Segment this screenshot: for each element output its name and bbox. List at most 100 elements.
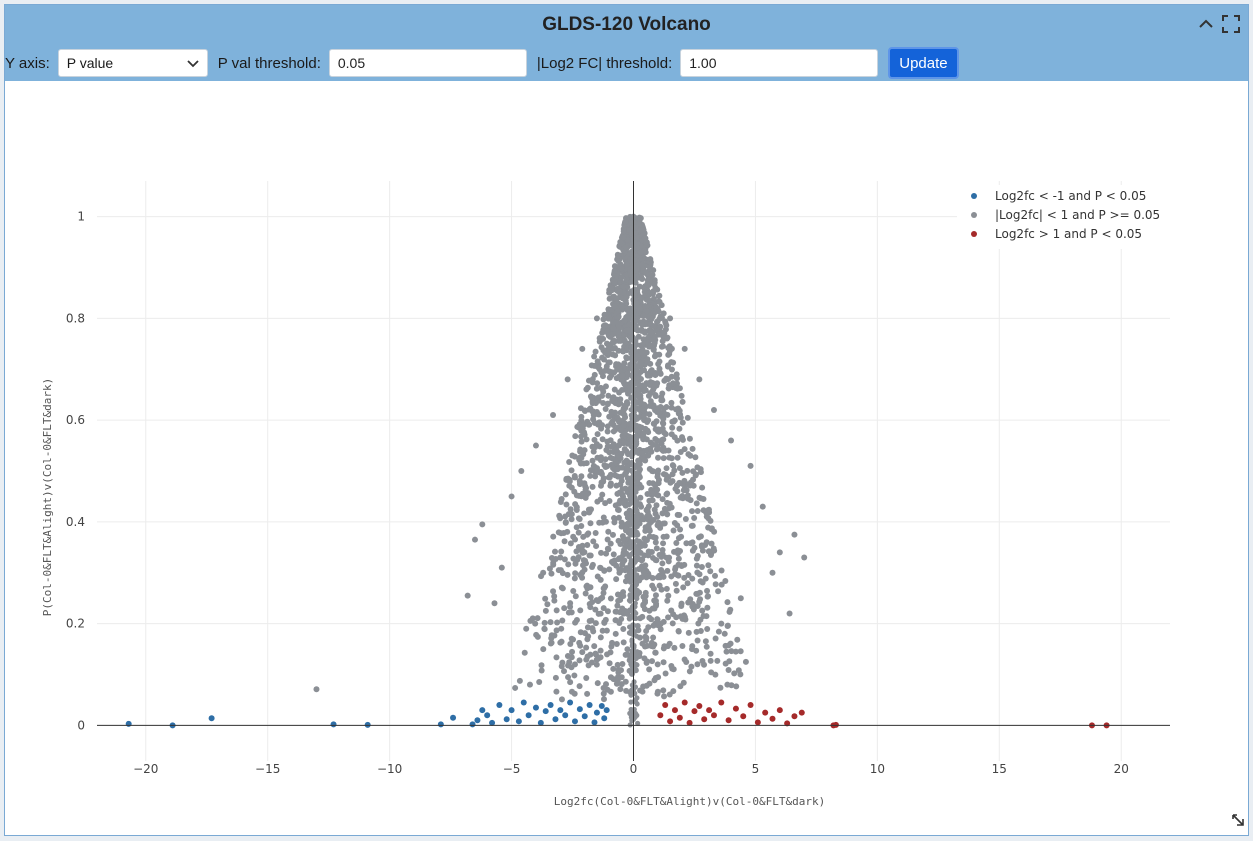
data-point <box>564 376 571 383</box>
ns-cloud-point <box>576 657 583 664</box>
ns-cloud-point <box>650 643 657 650</box>
pval-threshold-input[interactable] <box>328 49 527 77</box>
fullscreen-icon[interactable] <box>1222 15 1240 33</box>
ns-cloud-point <box>639 613 646 620</box>
data-point <box>518 468 525 474</box>
ns-cloud-point <box>685 572 692 579</box>
data-point <box>769 715 776 722</box>
ns-cloud-point <box>673 375 680 382</box>
ns-cloud-point <box>592 650 599 657</box>
ns-cloud-point <box>589 400 596 407</box>
yaxis-select[interactable]: P value <box>57 49 208 77</box>
ns-cloud-point <box>572 593 579 600</box>
ns-cloud-point <box>678 392 685 399</box>
ns-cloud-point <box>698 564 705 571</box>
ns-cloud-point <box>677 613 684 620</box>
ns-cloud-point <box>551 593 558 600</box>
ns-cloud-point <box>635 720 641 726</box>
ns-cloud-point <box>698 543 705 550</box>
ns-cloud-point <box>603 447 610 454</box>
ns-cloud-point <box>633 633 640 639</box>
ns-cloud-point <box>627 270 633 276</box>
ns-cloud-point <box>629 509 635 515</box>
ns-cloud-point <box>613 562 620 569</box>
resize-handle-icon[interactable] <box>1231 813 1245 832</box>
ns-cloud-point <box>638 484 645 491</box>
ns-cloud-point <box>581 431 588 438</box>
chevron-down-icon <box>187 55 199 71</box>
ns-cloud-point <box>722 577 729 584</box>
ns-cloud-point <box>550 588 557 595</box>
ns-cloud-point <box>628 595 634 601</box>
ns-cloud-point <box>538 667 545 674</box>
ns-cloud-point <box>645 552 652 559</box>
ns-cloud-point <box>704 587 711 594</box>
ns-cloud-point <box>633 501 639 507</box>
ns-cloud-point <box>613 295 620 302</box>
data-point <box>489 719 496 726</box>
ns-cloud-point <box>616 288 623 295</box>
ns-cloud-point <box>677 526 684 533</box>
ns-cloud-point <box>567 603 574 610</box>
ns-cloud-point <box>657 323 664 330</box>
ns-cloud-point <box>568 516 575 523</box>
ns-cloud-point <box>663 585 670 592</box>
ns-cloud-point <box>707 568 714 575</box>
ns-cloud-point <box>609 397 616 404</box>
ns-cloud-point <box>559 617 566 624</box>
ns-cloud-point <box>552 674 559 681</box>
ns-cloud-point <box>699 484 706 491</box>
ns-cloud-point <box>665 447 672 454</box>
ns-cloud-point <box>641 382 648 389</box>
data-point <box>776 549 783 556</box>
ns-cloud-point <box>616 555 623 562</box>
ns-cloud-point <box>579 649 586 656</box>
update-button[interactable]: Update <box>888 47 959 79</box>
ns-cloud-point <box>633 576 639 582</box>
ns-cloud-point <box>634 441 640 447</box>
ns-cloud-point <box>553 607 560 614</box>
ns-cloud-point <box>711 528 718 535</box>
ns-cloud-point <box>653 382 660 389</box>
ns-cloud-point <box>610 441 617 448</box>
ns-cloud-point <box>581 549 588 556</box>
ns-cloud-point <box>592 444 599 451</box>
ns-cloud-point <box>647 329 654 336</box>
ns-cloud-point <box>661 693 668 700</box>
ns-cloud-point <box>561 605 568 612</box>
ns-cloud-point <box>693 590 700 597</box>
ns-cloud-point <box>659 560 666 567</box>
data-point <box>776 707 783 714</box>
chevron-up-icon[interactable] <box>1198 16 1214 32</box>
ns-cloud-point <box>584 541 591 548</box>
fc-threshold-input[interactable] <box>680 49 879 77</box>
ns-cloud-point <box>551 597 558 604</box>
ns-cloud-point <box>620 348 627 355</box>
ns-cloud-point <box>605 349 612 356</box>
data-point <box>710 406 717 413</box>
ns-cloud-point <box>694 508 701 515</box>
ns-cloud-point <box>654 513 661 520</box>
ns-cloud-point <box>577 448 584 455</box>
ns-cloud-point <box>516 677 523 684</box>
ns-cloud-point <box>665 614 672 621</box>
ns-cloud-point <box>618 274 625 281</box>
ns-cloud-point <box>641 235 648 242</box>
ns-cloud-point <box>639 262 646 269</box>
ns-cloud-point <box>620 500 627 507</box>
ns-cloud-point <box>634 375 640 381</box>
ns-cloud-point <box>655 308 662 315</box>
ns-cloud-point <box>584 531 591 538</box>
ns-cloud-point <box>623 327 630 334</box>
x-tick-label: 15 <box>992 762 1007 776</box>
ns-cloud-point <box>609 639 616 646</box>
ns-cloud-point <box>571 672 578 679</box>
ns-cloud-point <box>687 452 694 459</box>
data-point <box>562 712 569 719</box>
ns-cloud-point <box>532 620 539 627</box>
ns-cloud-point <box>634 475 641 481</box>
title-controls <box>1198 15 1240 33</box>
ns-cloud-point <box>649 574 656 581</box>
data-point <box>784 720 791 727</box>
data-point <box>437 721 444 728</box>
